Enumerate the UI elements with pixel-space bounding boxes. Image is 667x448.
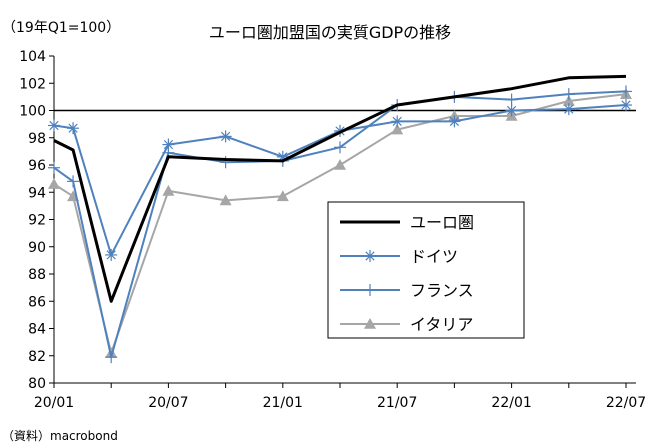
plus-marker [67, 175, 80, 188]
y-tick-label: 88 [28, 267, 46, 283]
x-tick-label: 21/01 [263, 395, 303, 411]
plus-marker [334, 141, 346, 154]
source-note: （資料）macrobond [2, 429, 118, 443]
plus-marker [48, 161, 60, 174]
triangle-marker [48, 178, 60, 189]
chart-title: ユーロ圏加盟国の実質GDPの推移 [209, 23, 451, 42]
series-line [53, 74, 627, 303]
y-tick-labels: 80 82 84 86 88 90 92 94 96 98 100 102 104 [19, 49, 46, 392]
series-line [53, 104, 627, 256]
legend-label: イタリア [410, 315, 473, 334]
y-tick-label: 98 [28, 131, 46, 147]
y-tick-label: 94 [28, 185, 46, 201]
x-tick-label: 21/07 [377, 395, 417, 411]
plus-marker [505, 93, 518, 106]
legend-item: ドイツ [340, 247, 458, 266]
x-tick-labels: 20/01 20/07 21/01 21/07 22/01 22/07 [34, 395, 646, 411]
asterisk-marker [364, 250, 376, 262]
axes [49, 55, 636, 388]
asterisk-marker [162, 138, 175, 151]
y-tick-label: 92 [28, 213, 46, 229]
series-3 [48, 85, 632, 364]
y-tick-label: 80 [28, 376, 46, 392]
legend-label: フランス [410, 281, 474, 300]
triangle-marker [562, 94, 575, 106]
asterisk-marker [562, 103, 575, 116]
plus-marker [562, 88, 575, 101]
plus-marker [620, 85, 632, 98]
asterisk-marker [67, 122, 80, 135]
asterisk-marker [391, 115, 404, 128]
x-tick-label: 22/01 [491, 395, 531, 411]
asterisk-marker [48, 119, 60, 132]
plus-marker [105, 351, 118, 364]
asterisk-marker [620, 99, 632, 112]
y-tick-label: 86 [28, 294, 46, 310]
series-line [53, 90, 627, 359]
asterisk-marker [219, 130, 232, 143]
legend-label: ユーロ圏 [410, 213, 474, 232]
triangle-marker [219, 194, 232, 206]
legend-box [327, 201, 525, 339]
series-1 [53, 74, 627, 303]
y-tick-label: 100 [19, 104, 46, 120]
series-2 [48, 99, 632, 261]
asterisk-marker [448, 115, 461, 128]
y-tick-label: 96 [28, 158, 46, 174]
triangle-marker [162, 184, 175, 196]
x-tick-label: 20/01 [34, 395, 74, 411]
x-tick-label: 20/07 [148, 395, 188, 411]
triangle-marker [391, 123, 404, 135]
unit-label: （19年Q1=100） [2, 20, 120, 36]
asterisk-marker [505, 104, 518, 117]
series-group [48, 74, 632, 364]
asterisk-marker [105, 248, 118, 261]
plus-marker [364, 284, 376, 296]
y-tick-label: 82 [28, 349, 46, 365]
y-tick-label: 104 [19, 49, 46, 65]
legend-item: フランス [340, 281, 474, 300]
triangle-marker [334, 159, 346, 170]
y-tick-label: 102 [19, 76, 46, 92]
legend-item: ユーロ圏 [340, 213, 474, 232]
y-tick-label: 84 [28, 322, 46, 338]
legend-label: ドイツ [410, 247, 458, 266]
legend-item: イタリア [340, 315, 473, 334]
triangle-marker [276, 190, 289, 202]
x-tick-label: 22/07 [606, 395, 646, 411]
triangle-marker [364, 318, 376, 329]
y-tick-label: 90 [28, 240, 46, 256]
